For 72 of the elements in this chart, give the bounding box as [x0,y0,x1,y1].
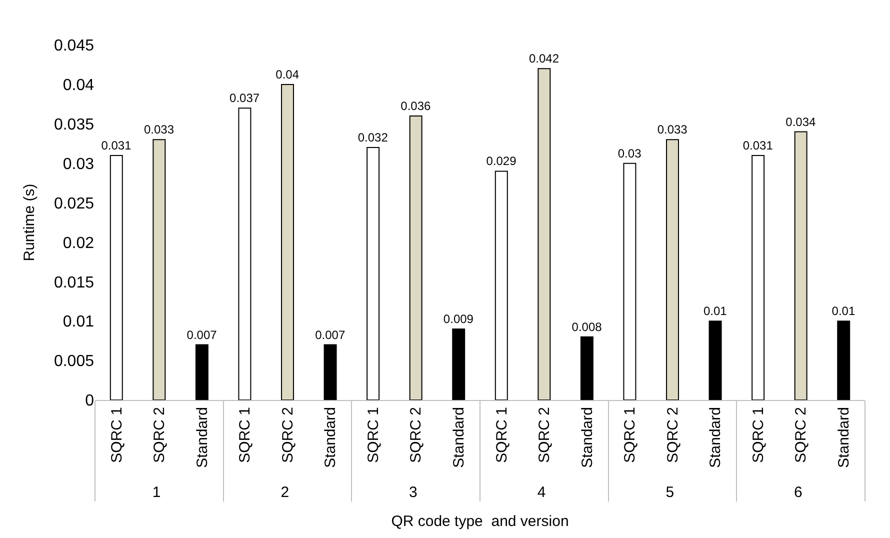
bar [452,328,466,400]
x-axis-title: QR code type and version [391,512,569,530]
bar [837,320,850,400]
data-label: 0.01 [832,304,856,318]
data-label: 0.03 [618,146,642,160]
bar [538,68,551,400]
bar [238,108,252,400]
x-tick-label: SQRC 2 [792,407,810,463]
x-tick-label: SQRC 1 [750,407,767,463]
data-label: 0.036 [400,99,432,113]
text: 5 [666,484,674,501]
x-tick-label: Standard [835,407,852,468]
y-axis-title: Runtime (s) [21,184,38,262]
bar [409,116,422,400]
x-tick-label: SQRC 1 [108,407,126,463]
y-tick-label: 0.02 [62,234,94,252]
bar [580,336,594,400]
x-tick-label: Standard [450,407,468,468]
text: 4 [537,484,546,501]
bar [666,139,679,400]
bar [708,320,722,400]
x-tick-label: SQRC 2 [408,407,425,463]
bar [152,139,166,400]
x-tick-label: Standard [578,407,596,468]
x-tick-label: SQRC 1 [364,407,382,463]
text: 1 [152,484,161,501]
y-tick-label: 0.015 [54,274,94,292]
data-label: 0.007 [186,328,218,342]
y-tick-label: 0.01 [62,314,94,331]
bar [195,344,208,400]
y-tick-label: 0.025 [54,195,94,212]
bar [281,84,294,400]
data-label: 0.008 [572,320,602,334]
x-tick-label: SQRC 2 [279,407,296,463]
y-tick-label: 0.005 [54,353,94,370]
x-tick-label: Standard [322,407,340,468]
y-tick-label: 0 [85,392,94,410]
x-tick-label: SQRC 2 [664,407,682,463]
data-label: 0.033 [144,122,174,137]
text: 2 [280,484,290,501]
bar [324,344,337,400]
y-tick-label: 0.03 [62,156,94,173]
bar [794,131,808,400]
data-label: 0.029 [486,154,517,168]
x-tick-label: Standard [194,407,211,468]
data-label: 0.031 [101,138,132,152]
y-tick-label: 0.035 [54,116,94,134]
bar [494,170,508,400]
x-tick-label: Standard [707,407,724,468]
data-label: 0.032 [358,130,388,145]
data-label: 0.009 [443,312,474,326]
data-label: 0.007 [315,328,346,342]
bar [110,154,123,400]
x-tick-label: SQRC 2 [536,407,554,463]
bar [752,154,765,400]
x-tick-label: SQRC 1 [622,407,639,463]
data-label: 0.042 [528,52,560,66]
x-tick-label: SQRC 1 [236,407,254,463]
x-tick-label: SQRC 1 [493,407,510,463]
text: 3 [409,484,418,501]
data-label: 0.04 [276,67,300,82]
y-tick-label: 0.045 [54,38,94,55]
data-label: 0.01 [703,304,728,318]
x-tick-label: SQRC 2 [151,407,168,463]
y-tick-label: 0.04 [62,77,94,94]
data-label: 0.037 [230,91,260,106]
data-label: 0.031 [742,138,774,152]
bar [366,147,380,400]
data-label: 0.034 [786,114,816,129]
bar [623,162,636,400]
data-label: 0.033 [657,122,688,137]
text: 6 [794,484,802,501]
